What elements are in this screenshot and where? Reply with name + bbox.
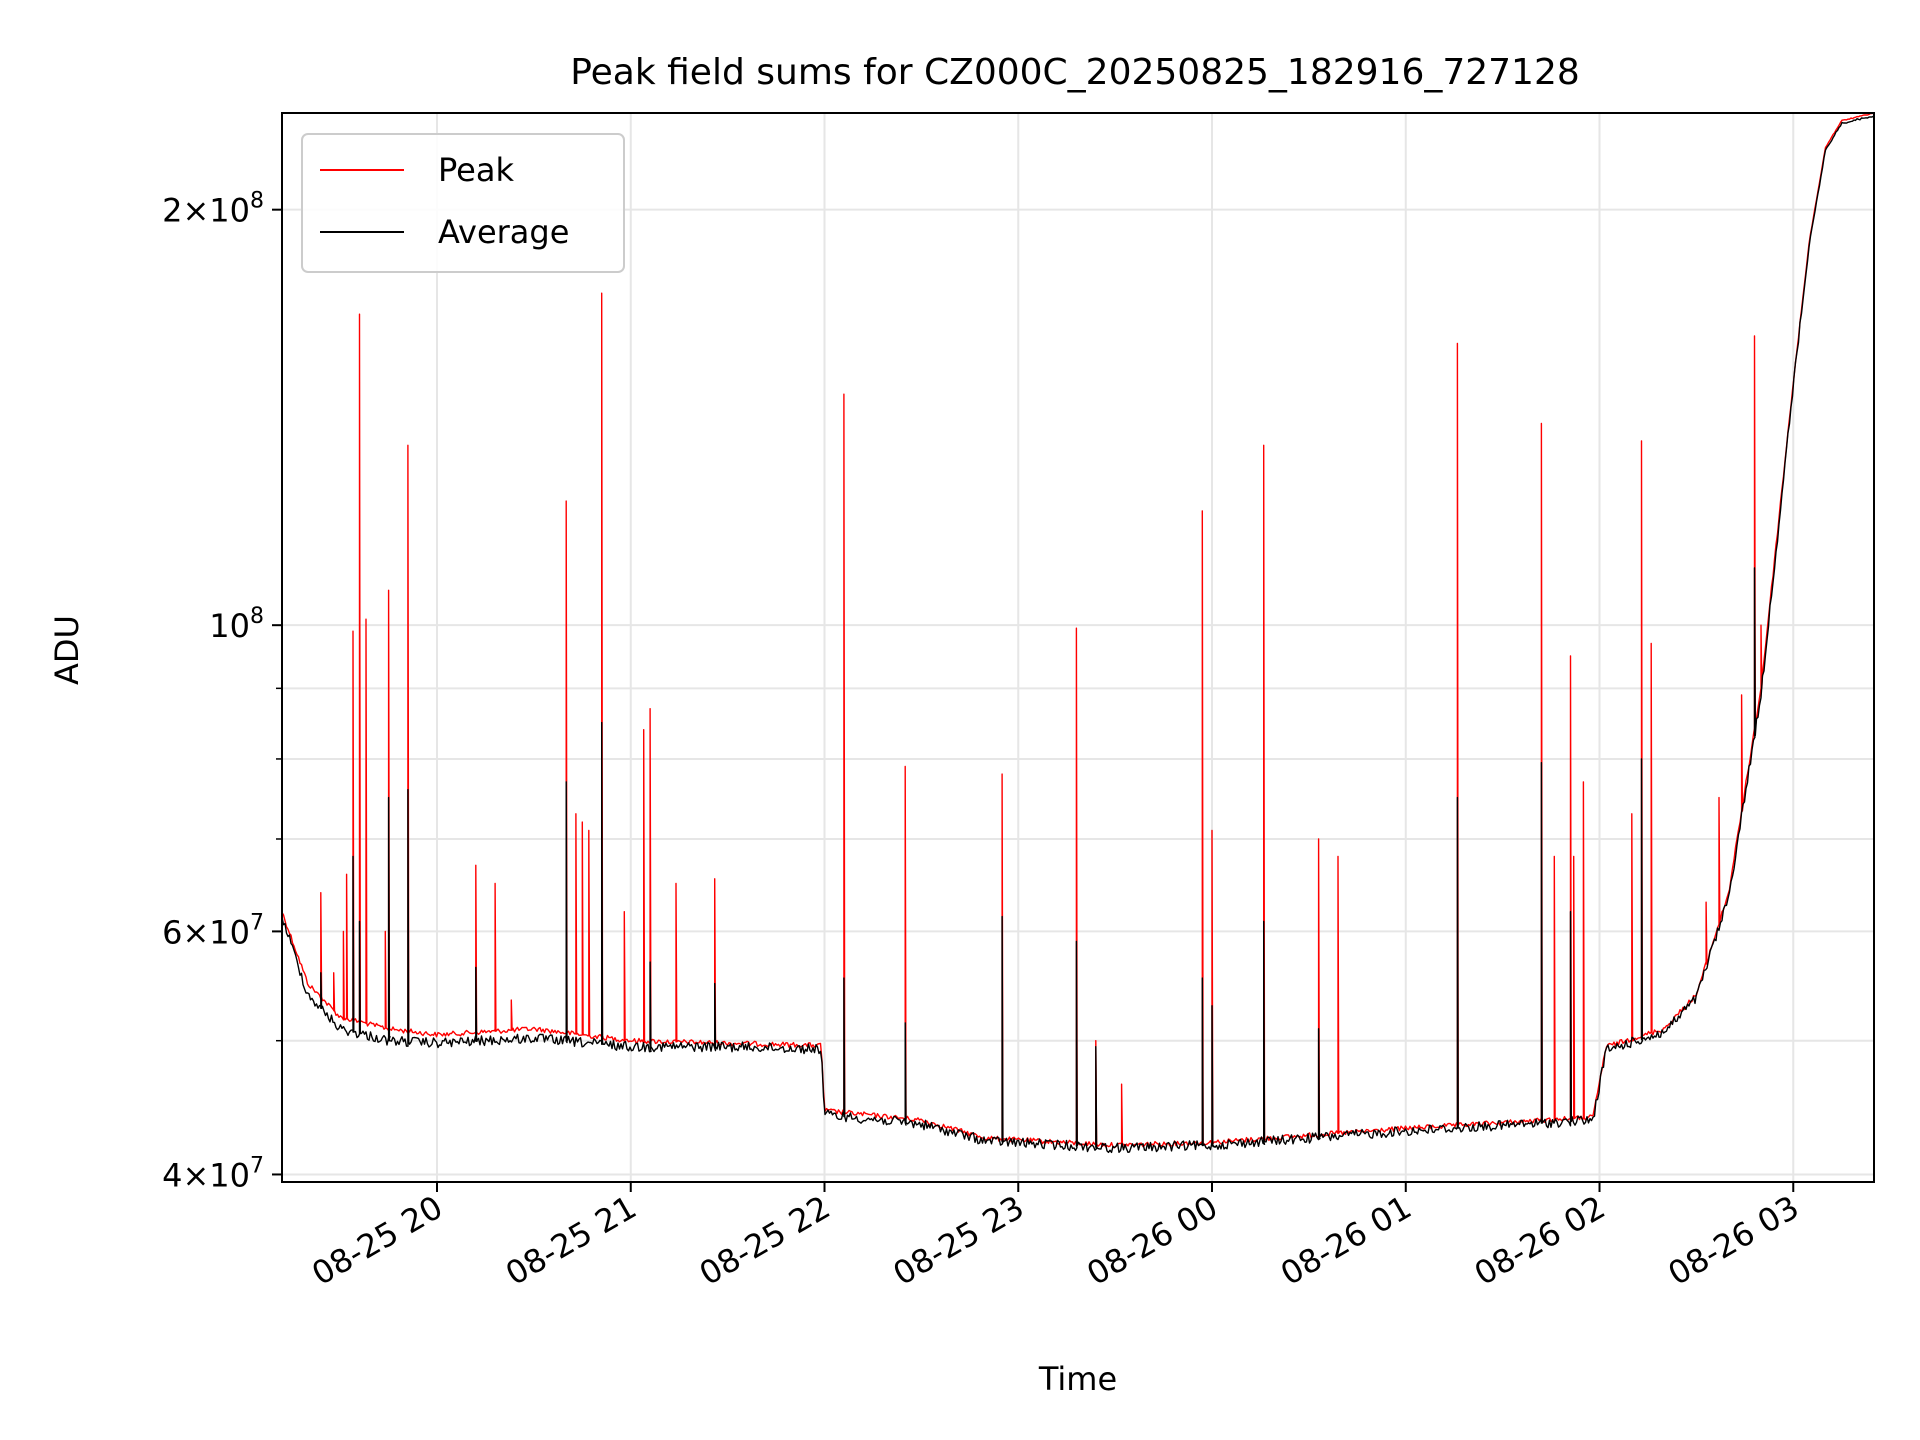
- y-tick-label: 6×107: [162, 910, 264, 951]
- legend-box: [301, 133, 625, 273]
- y-axis: 4×107 6×107 108 2×108: [162, 189, 282, 1194]
- y-axis-label: ADU: [48, 615, 86, 685]
- series-line-average: [282, 115, 1874, 1154]
- series-line-peak: [282, 113, 1874, 1149]
- grid: [282, 113, 1874, 1182]
- y-tick-label: 108: [209, 604, 264, 645]
- chart-title: Peak field sums for CZ000C_20250825_1829…: [570, 52, 1580, 93]
- series-layer: [282, 113, 1874, 1154]
- legend-label-peak: Peak: [438, 151, 514, 189]
- plot-frame: [281, 112, 1875, 1183]
- legend: Peak Average: [301, 133, 625, 273]
- x-axis-label: Time: [1038, 1360, 1117, 1398]
- y-tick-label: 4×107: [162, 1153, 264, 1194]
- y-tick-label: 2×108: [162, 189, 264, 230]
- legend-label-average: Average: [438, 213, 569, 251]
- plot-area: [282, 113, 1874, 1182]
